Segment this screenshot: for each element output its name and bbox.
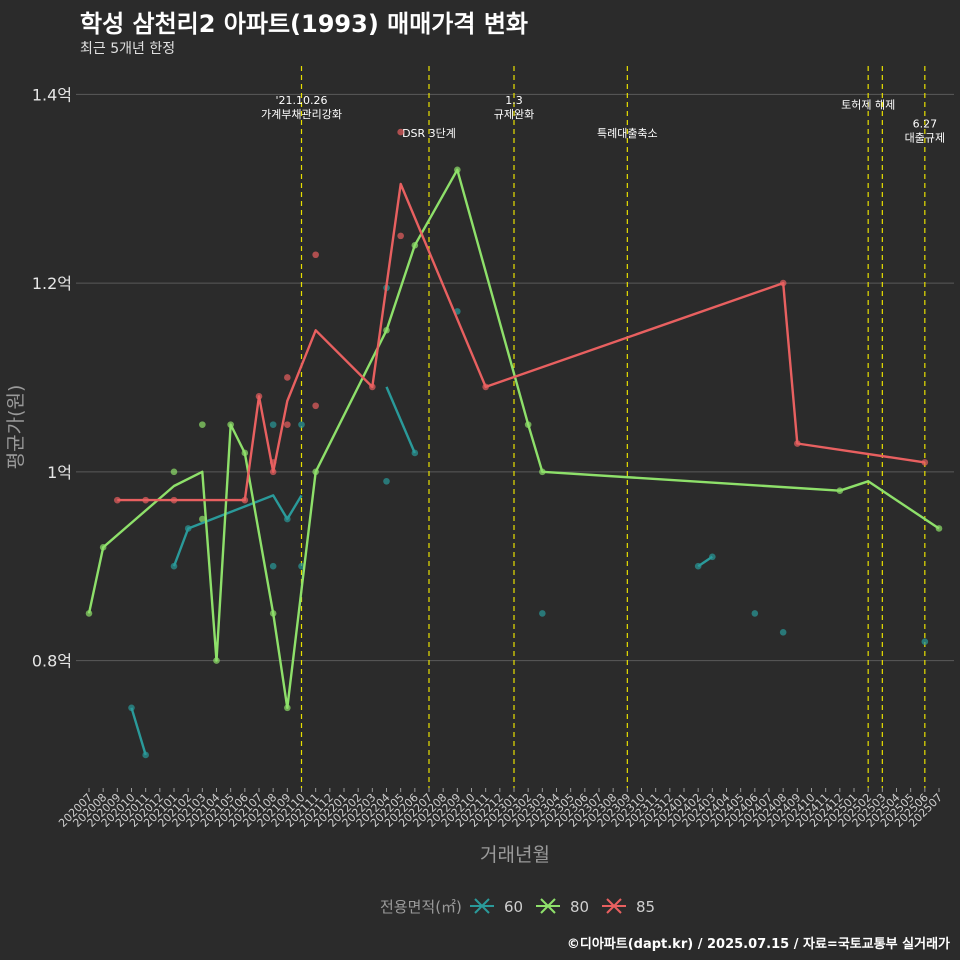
- data-point-60: [539, 610, 546, 617]
- data-point-60: [298, 421, 305, 428]
- series-line-60: [130, 707, 147, 756]
- event-label-line: DSR 3단계: [402, 127, 456, 140]
- data-point-60: [751, 610, 759, 617]
- series-line-80: [87, 168, 940, 709]
- series-line-60: [385, 386, 416, 454]
- y-tick-label: 1.4억: [32, 85, 72, 104]
- data-point-85: [397, 128, 404, 136]
- legend-key-85: [606, 898, 622, 914]
- x-axis-title: 거래년월: [480, 844, 550, 866]
- data-point-85: [284, 374, 291, 381]
- event-label-line: 규제완화: [494, 108, 534, 121]
- data-point-60: [269, 562, 277, 570]
- y-tick-label: 1억: [47, 463, 72, 482]
- y-tick-label: 1.2억: [32, 274, 72, 293]
- chart-title: 학성 삼천리2 아파트(1993) 매매가격 변화: [80, 10, 528, 38]
- event-label: 6.27 대출규제: [905, 117, 945, 144]
- data-point-85: [312, 402, 319, 410]
- data-point-60: [269, 421, 277, 428]
- event-label: 특례대출축소: [597, 127, 658, 140]
- data-point-85: [397, 232, 404, 240]
- series-line-60: [172, 494, 303, 567]
- data-point-80: [199, 421, 206, 428]
- event-label-line: 6.27: [913, 117, 938, 130]
- legend-key-60: [474, 898, 490, 914]
- legend-title: 전용면적(㎡): [380, 898, 462, 916]
- event-label: 토허제 해제: [841, 97, 895, 111]
- source-caption: ©디아파트(dapt.kr) / 2025.07.15 / 자료=국토교통부 실…: [566, 937, 950, 952]
- data-point-80: [170, 468, 178, 476]
- legend-key-80: [540, 898, 556, 914]
- data-point-85: [312, 251, 319, 259]
- y-tick-label: 0.8억: [32, 652, 72, 671]
- event-label-line: 대출규제: [905, 131, 945, 144]
- data-point-85: [284, 421, 291, 428]
- event-label-line: 1.3: [505, 94, 523, 107]
- event-label: DSR 3단계: [402, 127, 456, 140]
- y-axis-title: 평균가(원): [5, 385, 27, 470]
- legend-label-60: 60: [504, 898, 523, 916]
- data-point-80: [199, 515, 206, 523]
- data-point-60: [779, 628, 787, 636]
- event-label: 1.3 규제완화: [494, 94, 534, 121]
- legend-label-80: 80: [570, 898, 589, 916]
- event-label-line: '21.10.26: [275, 94, 327, 107]
- event-label-line: 토허제 해제: [841, 97, 895, 111]
- event-label: '21.10.26 가계부채관리강화: [261, 94, 342, 121]
- data-point-60: [383, 477, 390, 485]
- data-point-60: [921, 638, 929, 646]
- event-label-line: 가계부채관리강화: [261, 108, 342, 121]
- legend-label-85: 85: [636, 898, 655, 916]
- chart-subtitle: 최근 5개년 한정: [80, 41, 176, 57]
- series-line-60: [697, 555, 713, 568]
- series-line-85: [117, 182, 925, 502]
- data-point-85: [921, 459, 929, 466]
- event-label-line: 특례대출축소: [597, 127, 658, 140]
